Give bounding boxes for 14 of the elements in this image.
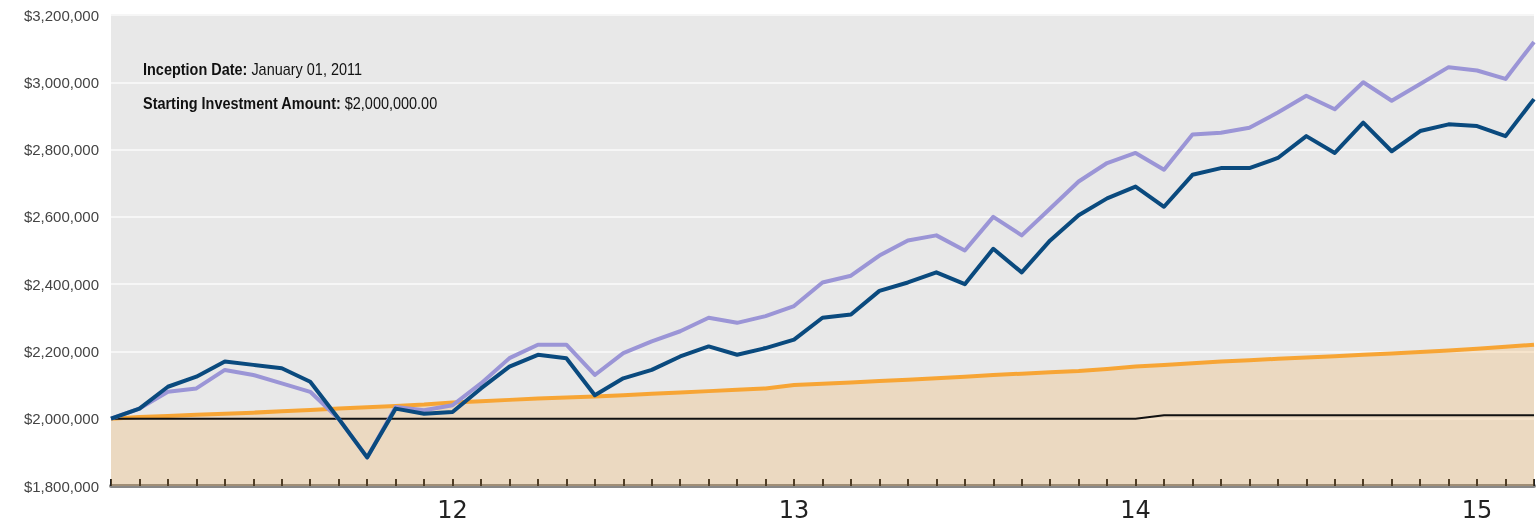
annotation: Starting Investment Amount: $2,000,000.00 <box>143 94 438 114</box>
x-tick-label: 13 <box>778 496 810 524</box>
y-tick-label: $3,000,000 <box>23 73 99 91</box>
x-tick-label: 15 <box>1461 496 1493 524</box>
y-tick-label: $2,400,000 <box>23 275 99 293</box>
y-tick-label: $2,200,000 <box>23 342 99 360</box>
y-tick-label: $2,600,000 <box>23 208 99 226</box>
y-tick-label: $2,000,000 <box>23 410 99 428</box>
x-tick-label: 14 <box>1120 496 1151 524</box>
x-tick-label: 12 <box>437 496 468 524</box>
y-tick-label: $2,800,000 <box>23 141 99 159</box>
annotation: Inception Date: January 01, 2011 <box>143 60 362 80</box>
y-tick-label: $3,200,000 <box>23 6 99 24</box>
y-tick-label: $1,800,000 <box>23 477 99 495</box>
